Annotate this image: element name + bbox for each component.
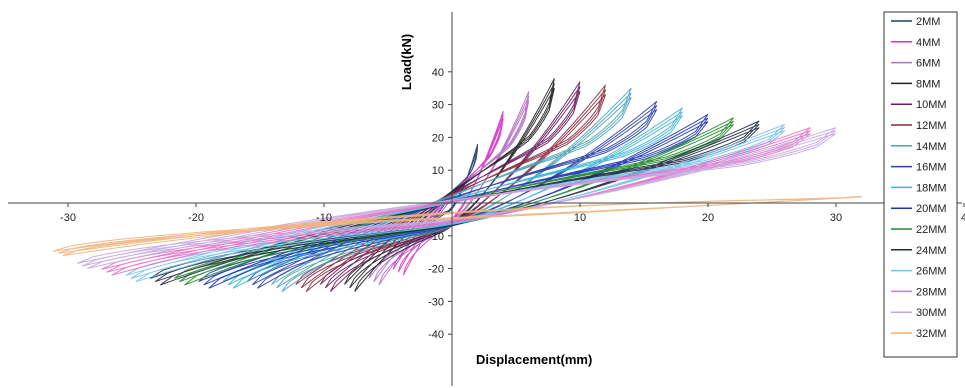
x-tick-label: 20 <box>702 212 714 224</box>
series-curve-22mm <box>173 117 734 286</box>
legend-label: 2MM <box>916 16 940 28</box>
legend-items: 2MM 4MM 6MM 8MM 10MM 12MM 14MM 16MM 18MM 20MM 22MM… <box>891 16 947 340</box>
legend-label: 18MM <box>916 182 947 194</box>
y-axis-title: Load(kN) <box>399 34 414 90</box>
x-tick-label: -20 <box>188 212 204 224</box>
x-tick-label: 10 <box>574 212 586 224</box>
x-axis-ticks: -30 -20 -10 10 20 30 4 <box>60 203 965 224</box>
legend: 2MM 4MM 6MM 8MM 10MM 12MM 14MM 16MM 18MM 20MM 22MM… <box>883 11 958 358</box>
y-tick-label: -30 <box>428 296 444 308</box>
legend-label: 26MM <box>916 266 947 278</box>
legend-label: 24MM <box>916 245 947 257</box>
y-tick-label: 20 <box>432 132 444 144</box>
legend-label: 22MM <box>916 224 947 236</box>
y-tick-label: 30 <box>432 100 444 112</box>
x-tick-label: -30 <box>60 212 76 224</box>
legend-box <box>883 11 958 358</box>
legend-label: 32MM <box>916 328 947 340</box>
legend-label: 4MM <box>916 37 940 49</box>
y-tick-label: 10 <box>432 165 444 177</box>
legend-label: 16MM <box>916 162 947 174</box>
y-tick-label: -20 <box>428 264 444 276</box>
legend-label: 30MM <box>916 307 947 319</box>
legend-label: 14MM <box>916 141 947 153</box>
series-curve-30mm <box>76 127 837 270</box>
x-tick-label: -10 <box>316 212 332 224</box>
x-axis-title: Displacement(mm) <box>476 352 592 367</box>
legend-label: 12MM <box>916 120 947 132</box>
axes <box>8 12 962 386</box>
y-axis-ticks: -40 -30 -20 -10 10 20 30 40 <box>428 67 452 341</box>
y-tick-label: 40 <box>432 67 444 79</box>
legend-label: 20MM <box>916 203 947 215</box>
series-curve-16mm <box>246 100 658 289</box>
plot-curves <box>52 78 862 293</box>
x-tick-label: 30 <box>830 212 842 224</box>
x-tick-label: 4 <box>961 212 965 224</box>
legend-label: 8MM <box>916 78 940 90</box>
legend-label: 6MM <box>916 58 940 70</box>
y-tick-label: -10 <box>428 231 444 243</box>
legend-label: 28MM <box>916 286 947 298</box>
y-tick-label: -40 <box>428 329 444 341</box>
legend-label: 10MM <box>916 99 947 111</box>
